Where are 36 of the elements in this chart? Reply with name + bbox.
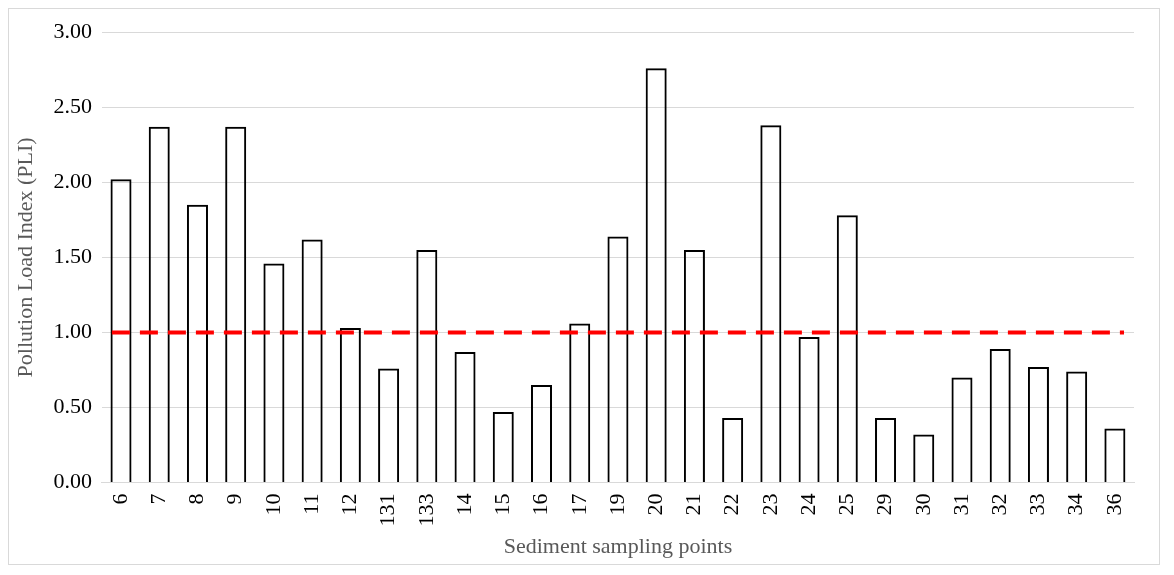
x-tick-label: 6 [106, 493, 132, 505]
x-tick-label: 16 [527, 493, 553, 516]
x-tick-label: 17 [565, 493, 591, 516]
y-axis-title: Pollution Load Index (PLI) [11, 137, 37, 378]
x-tick-label: 10 [259, 493, 285, 516]
x-tick-label: 29 [871, 493, 897, 516]
y-tick-label: 3.00 [53, 17, 92, 43]
y-tick-label: 1.00 [53, 318, 92, 344]
x-axis-title: Sediment sampling points [503, 532, 733, 558]
x-tick-label: 23 [756, 493, 782, 516]
x-tick-label: 12 [336, 493, 362, 516]
x-tick-label: 8 [183, 493, 209, 505]
x-tick-label: 15 [489, 493, 515, 516]
y-tick-label: 1.50 [53, 243, 92, 269]
x-tick-label: 24 [794, 493, 820, 516]
y-tick-label: 0.50 [53, 393, 92, 419]
x-tick-label: 14 [450, 493, 476, 516]
x-tick-label: 33 [1024, 493, 1050, 516]
x-tick-label: 25 [833, 493, 859, 516]
x-tick-label: 30 [909, 493, 935, 516]
y-tick-label: 0.00 [53, 468, 92, 494]
x-tick-label: 36 [1100, 493, 1126, 516]
x-tick-label: 31 [947, 493, 973, 516]
y-tick-label: 2.00 [53, 168, 92, 194]
x-tick-label: 9 [221, 493, 247, 505]
x-tick-label: 21 [680, 493, 706, 516]
x-tick-label: 32 [985, 493, 1011, 516]
x-tick-label: 22 [718, 493, 744, 516]
x-tick-label: 34 [1062, 493, 1088, 516]
x-tick-label: 11 [297, 493, 323, 515]
y-tick-label: 2.50 [53, 93, 92, 119]
x-tick-label: 7 [145, 493, 171, 505]
x-tick-label: 131 [374, 493, 400, 527]
x-tick-label: 19 [603, 493, 629, 516]
x-tick-label: 20 [641, 493, 667, 516]
x-tick-label: 133 [412, 493, 438, 527]
